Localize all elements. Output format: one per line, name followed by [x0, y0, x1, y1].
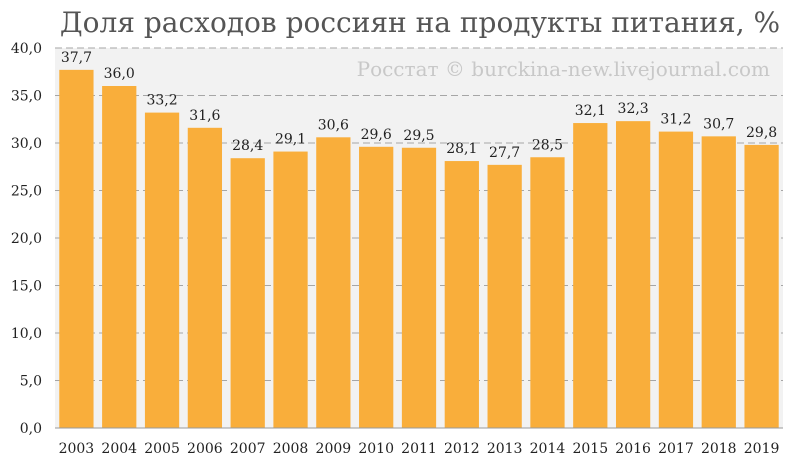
- x-tick-label: 2009: [316, 441, 352, 457]
- bar: [59, 69, 94, 428]
- x-tick-label: 2010: [358, 441, 394, 457]
- x-tick-label: 2013: [487, 441, 523, 457]
- bar: [316, 137, 351, 429]
- x-tick-label: 2006: [187, 441, 223, 457]
- x-tick-label: 2007: [230, 441, 266, 457]
- bar: [102, 86, 137, 428]
- data-label: 28,5: [532, 137, 563, 153]
- data-label: 28,4: [232, 138, 263, 154]
- data-label: 27,7: [489, 145, 520, 161]
- bar: [573, 123, 608, 429]
- bar: [401, 147, 437, 428]
- x-tick-label: 2017: [658, 441, 694, 457]
- y-tick-label: 35,0: [11, 89, 42, 105]
- bar: [444, 161, 479, 429]
- bar: [530, 157, 565, 428]
- x-tick-label: 2011: [401, 441, 437, 457]
- bar: [701, 136, 736, 428]
- bar: [144, 112, 180, 428]
- y-tick-label: 5,0: [20, 374, 42, 390]
- y-tick-label: 20,0: [11, 231, 42, 247]
- data-label: 31,6: [189, 108, 220, 124]
- data-label: 30,6: [318, 117, 349, 133]
- x-tick-label: 2005: [144, 441, 180, 457]
- data-labels: 37,7 36,0 33,2 31,6 28,4 29,1 30,6 29,6 29,5 28,1…: [61, 50, 777, 161]
- y-tick-label: 0,0: [20, 421, 42, 437]
- bar: [487, 164, 522, 428]
- x-tick-label: 2008: [273, 441, 309, 457]
- y-tick-label: 15,0: [11, 279, 42, 295]
- chart-title: Доля расходов россиян на продукты питани…: [60, 6, 780, 39]
- x-tick-label: 2014: [530, 441, 566, 457]
- x-tick-label: 2003: [59, 441, 95, 457]
- data-label: 37,7: [61, 50, 92, 66]
- x-tick-label: 2019: [744, 441, 780, 457]
- y-tick-label: 10,0: [11, 326, 42, 342]
- x-axis-ticks: 2003 2004 2005 2006 2007 2008 2009 2010 2011 2012…: [59, 441, 780, 457]
- bars: [59, 69, 779, 429]
- bar: [187, 127, 223, 429]
- bar: [230, 158, 265, 428]
- x-tick-label: 2015: [572, 441, 608, 457]
- x-tick-label: 2016: [615, 441, 651, 457]
- y-tick-label: 40,0: [11, 41, 42, 57]
- x-tick-label: 2018: [701, 441, 737, 457]
- y-tick-label: 25,0: [11, 184, 42, 200]
- data-label: 29,1: [275, 132, 306, 148]
- data-label: 29,6: [361, 127, 392, 143]
- x-tick-label: 2004: [101, 441, 137, 457]
- data-label: 33,2: [146, 93, 177, 109]
- y-tick-label: 30,0: [11, 136, 42, 152]
- data-label: 29,8: [746, 125, 777, 141]
- x-tick-label: 2012: [444, 441, 480, 457]
- bar: [658, 131, 694, 428]
- data-label: 32,1: [575, 103, 606, 119]
- watermark: Росстат © burckina-new.livejournal.com: [357, 57, 770, 81]
- bar: [744, 144, 779, 428]
- bar: [615, 121, 651, 429]
- bar: [359, 146, 394, 429]
- data-label: 28,1: [446, 141, 477, 157]
- data-label: 30,7: [703, 116, 734, 132]
- y-axis-ticks: 0,0 5,0 10,0 15,0 20,0 25,0 30,0 35,0 40,0: [11, 41, 42, 437]
- data-label: 29,5: [403, 128, 434, 144]
- data-label: 32,3: [618, 101, 649, 117]
- data-label: 36,0: [104, 66, 135, 82]
- data-label: 31,2: [660, 112, 691, 128]
- bar: [273, 151, 308, 429]
